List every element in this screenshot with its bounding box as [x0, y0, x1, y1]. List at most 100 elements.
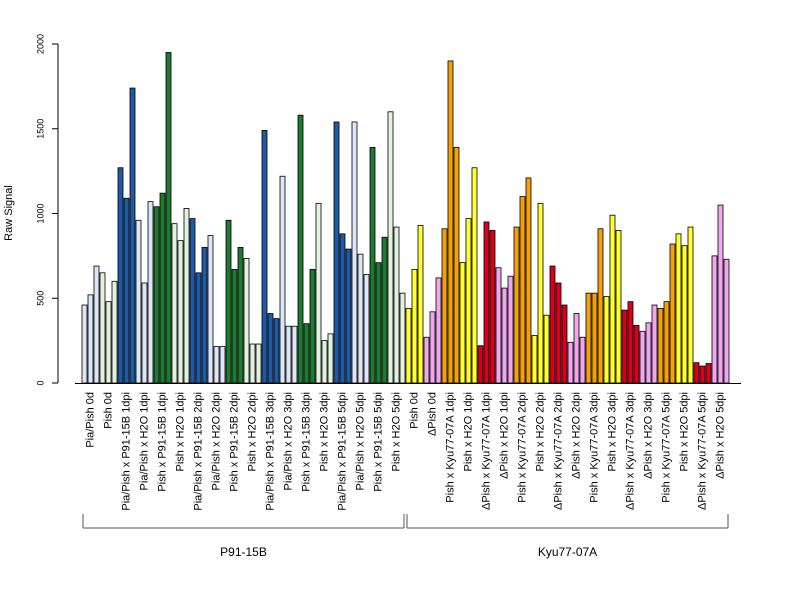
bar	[393, 226, 400, 384]
x-tick-label: Pish x Kyu77-07A 2dpi	[516, 392, 528, 503]
x-tick-label: Pish x H2O 1dpi	[174, 392, 186, 471]
bar	[243, 258, 250, 384]
x-tick-label: Pia/Pish x P91-15B 3dpi	[264, 392, 276, 511]
bar	[327, 333, 334, 384]
bar	[459, 262, 466, 384]
x-tick-label: Pish x H2O 2dpi	[246, 392, 258, 471]
bar	[543, 314, 550, 384]
bar	[285, 325, 292, 384]
x-tick-label: Pia/Pish x P91-15B 5dpi	[336, 392, 348, 511]
bar	[189, 218, 196, 384]
bar	[723, 258, 730, 384]
bar	[129, 87, 136, 384]
bar	[111, 280, 118, 384]
y-tick-label: 0	[35, 380, 45, 385]
bar	[345, 248, 352, 384]
bar	[651, 304, 658, 384]
x-tick-label: Pish x P91-15B 5dpi	[372, 392, 384, 492]
bar	[81, 304, 88, 384]
bar	[195, 272, 202, 384]
bar	[465, 218, 472, 384]
bar	[681, 245, 688, 384]
x-tick-label: ΔPish x H2O 2dpi	[570, 392, 582, 479]
y-tick-label: 2000	[35, 34, 45, 54]
bar	[417, 224, 424, 384]
bar	[699, 365, 706, 384]
bar	[549, 265, 556, 384]
bar	[141, 282, 148, 384]
bar	[279, 175, 286, 384]
y-axis: 0 500 1000 1500 2000	[35, 34, 59, 386]
y-axis-title: Raw Signal	[3, 185, 15, 241]
bar	[303, 323, 310, 384]
bar	[99, 272, 106, 384]
x-tick-label: Pia/Pish 0d	[84, 392, 96, 448]
x-tick-label: Pia/Pish x H2O 1dpi	[138, 392, 150, 490]
bar	[171, 223, 178, 384]
bar	[567, 341, 574, 384]
bar	[159, 192, 166, 384]
bar	[495, 267, 502, 384]
bar	[165, 52, 172, 384]
bar	[321, 340, 328, 384]
y-tick-label: 500	[35, 291, 45, 306]
x-tick-label: Pish x P91-15B 2dpi	[228, 392, 240, 492]
bar	[501, 287, 508, 384]
bar	[591, 292, 598, 384]
x-tick-label: ΔPish x Kyu77-07A 2dpi	[552, 392, 564, 510]
bar	[471, 167, 478, 384]
x-tick-label: Pish x Kyu77-07A 5dpi	[660, 392, 672, 503]
bar	[219, 346, 226, 384]
bar	[267, 313, 274, 384]
bar	[519, 196, 526, 384]
x-tick-label: Pia/Pish x P91-15B 2dpi	[192, 392, 204, 511]
bar	[225, 219, 232, 384]
bar	[309, 269, 316, 384]
bar	[153, 206, 160, 384]
bar	[669, 243, 676, 384]
x-tick-label: ΔPish x H2O 1dpi	[498, 392, 510, 479]
x-tick-label: ΔPish x Kyu77-07A 1dpi	[480, 392, 492, 510]
bar	[363, 274, 370, 384]
bar	[615, 230, 622, 384]
group-label: Kyu77-07A	[538, 545, 597, 559]
bars-layer	[81, 52, 730, 384]
bar	[447, 60, 454, 384]
bar	[489, 230, 496, 384]
x-tick-label: ΔPish x H2O 3dpi	[642, 392, 654, 479]
bar	[633, 324, 640, 384]
bar	[711, 255, 718, 384]
x-tick-label: Pia/Pish x H2O 3dpi	[282, 392, 294, 490]
bar	[399, 292, 406, 384]
x-tick-label: Pish x H2O 5dpi	[390, 392, 402, 471]
bar	[561, 304, 568, 384]
bar	[333, 121, 340, 384]
bar	[585, 292, 592, 384]
bar	[573, 313, 580, 384]
bar	[525, 177, 532, 384]
x-tick-label: Pish x P91-15B 3dpi	[300, 392, 312, 492]
bar	[249, 343, 256, 384]
x-tick-label: Pish 0d	[102, 392, 114, 429]
bar	[639, 330, 646, 384]
x-tick-label: ΔPish x Kyu77-07A 5dpi	[696, 392, 708, 510]
bar	[603, 296, 610, 384]
bar	[135, 219, 142, 384]
bar	[609, 214, 616, 384]
bar	[213, 346, 220, 384]
bar	[375, 262, 382, 384]
x-tick-label: Pish x Kyu77-07A 1dpi	[444, 392, 456, 503]
bar	[405, 308, 412, 384]
bar	[537, 202, 544, 384]
bar	[627, 301, 634, 384]
bar	[579, 336, 586, 384]
bar	[477, 345, 484, 384]
bar	[441, 228, 448, 384]
bar	[273, 318, 280, 384]
bar	[621, 309, 628, 384]
bar	[237, 246, 244, 384]
bar	[105, 301, 112, 384]
bar	[183, 208, 190, 384]
x-tick-label: Pia/Pish x P91-15B 1dpi	[120, 392, 132, 511]
